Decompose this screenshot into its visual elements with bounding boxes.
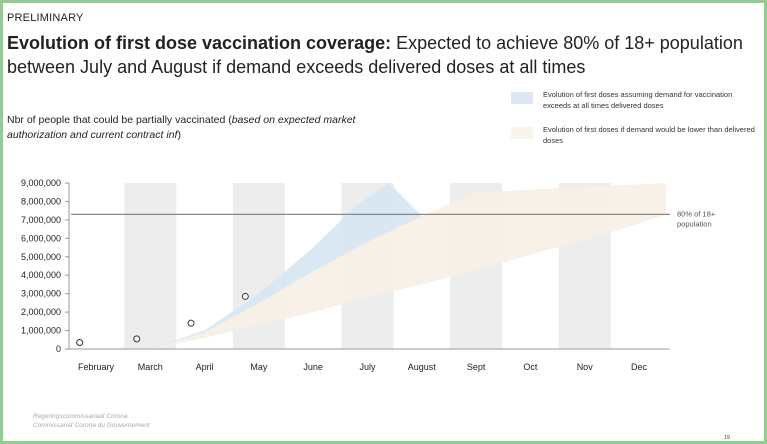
x-tick-label: Dec: [631, 362, 648, 372]
page-title: Evolution of first dose vaccination cove…: [7, 31, 747, 79]
legend-swatch-lower: [511, 127, 533, 139]
chart-subtitle: Nbr of people that could be partially va…: [7, 113, 387, 143]
legend-item-lower: Evolution of first doses if demand would…: [511, 124, 761, 146]
x-tick-label: April: [196, 362, 214, 372]
x-tick-label: June: [303, 362, 323, 372]
x-tick-label: February: [78, 362, 115, 372]
subtitle-end: ): [177, 129, 181, 141]
target-label-line-2: population: [677, 219, 712, 228]
series-band-high-demand: [150, 183, 422, 349]
series-band-lower-demand: [150, 183, 667, 349]
legend: Evolution of first doses assuming demand…: [511, 89, 761, 159]
y-tick-label: 4,000,000: [21, 270, 61, 280]
title-rest: Expected to achieve 80% of 18+ populatio…: [7, 33, 743, 77]
y-tick-label: 0: [56, 344, 61, 354]
x-tick-label: March: [138, 362, 163, 372]
y-tick-label: 2,000,000: [21, 307, 61, 317]
y-tick-label: 6,000,000: [21, 233, 61, 243]
subtitle-main: Nbr of people that could be partially va…: [7, 114, 232, 126]
y-tick-label: 9,000,000: [21, 178, 61, 188]
vaccination-chart: 80% of 18+population 0 1,000,000 2,000,000 3…: [21, 178, 716, 372]
y-tick-label: 3,000,000: [21, 289, 61, 299]
y-tick-label: 1,000,000: [21, 326, 61, 336]
legend-swatch-upper: [511, 92, 533, 104]
x-tick-label: July: [359, 362, 376, 372]
legend-label-lower: Evolution of first doses if demand would…: [543, 125, 755, 145]
x-tick-label: Oct: [523, 362, 538, 372]
x-tick-label: May: [250, 362, 268, 372]
data-point: [133, 335, 141, 343]
x-tick-label: Sept: [467, 362, 486, 372]
y-tick-label: 7,000,000: [21, 215, 61, 225]
month-column-march: [124, 183, 177, 349]
subtitle-italic: based on expected market authorization a…: [7, 114, 356, 141]
preliminary-tag: PRELIMINARY: [7, 12, 84, 24]
legend-item-upper: Evolution of first doses assuming demand…: [511, 89, 761, 111]
x-tick-label: August: [408, 362, 437, 372]
target-label-line-1: 80% of 18+: [677, 209, 716, 218]
title-bold: Evolution of first dose vaccination cove…: [7, 33, 392, 53]
data-point: [76, 339, 84, 347]
x-tick-label: Nov: [577, 362, 594, 372]
page-number: 19: [723, 435, 730, 441]
footer-line-2: Commissariat Corona du Gouvernement: [33, 422, 150, 429]
data-point: [241, 292, 249, 300]
y-tick-label: 5,000,000: [21, 252, 61, 262]
footer: Regeringscommissariaat Corona Commissari…: [33, 412, 150, 430]
legend-label-upper: Evolution of first doses assuming demand…: [543, 90, 733, 110]
data-point: [187, 319, 195, 327]
y-tick-label: 8,000,000: [21, 196, 61, 206]
footer-line-1: Regeringscommissariaat Corona: [33, 413, 128, 420]
